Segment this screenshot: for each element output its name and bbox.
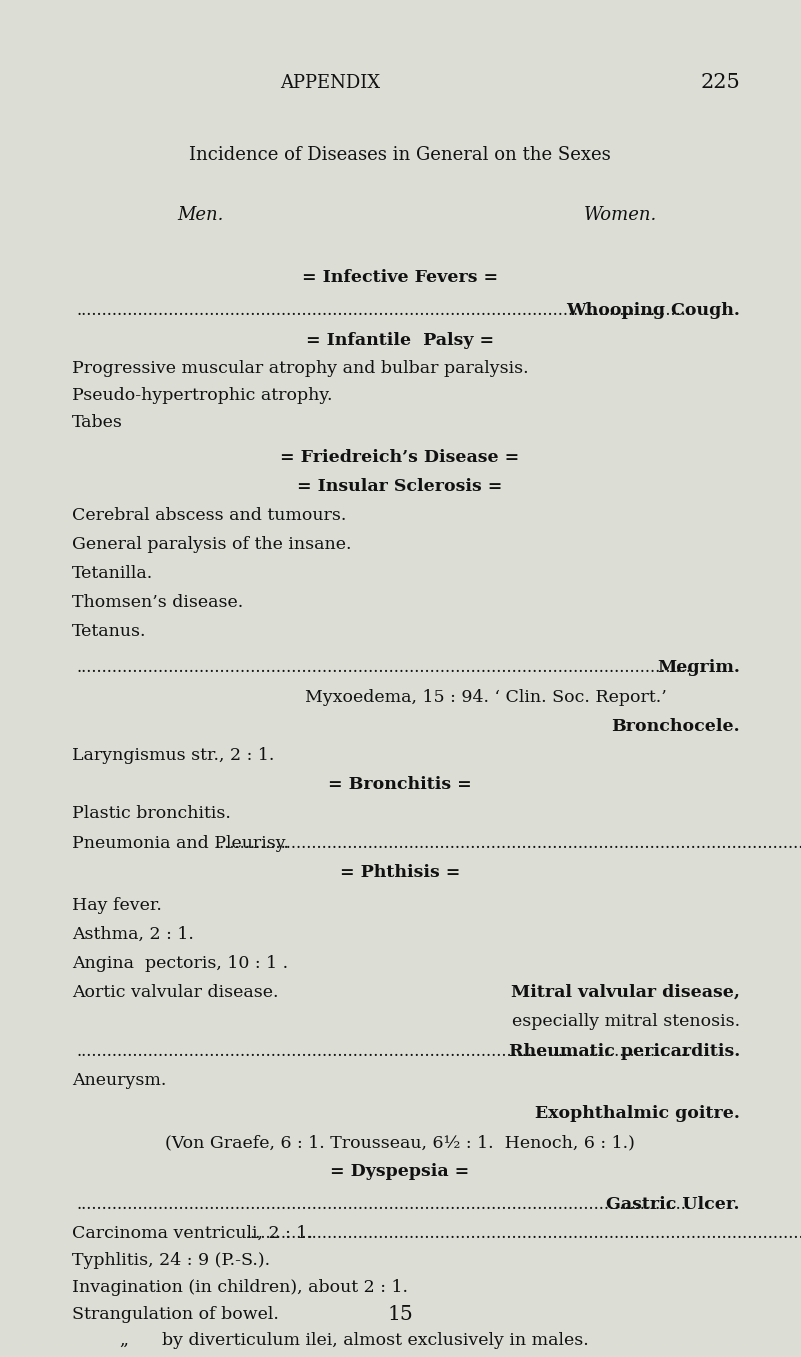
Text: ................................................................................: ........................................… (215, 835, 801, 852)
Text: „      by diverticulum ilei, almost exclusively in males.: „ by diverticulum ilei, almost exclusive… (120, 1333, 589, 1349)
Text: Men.: Men. (177, 206, 223, 224)
Text: Myxoedema, 15 : 94. ‘ Clin. Soc. Report.’: Myxoedema, 15 : 94. ‘ Clin. Soc. Report.… (305, 689, 666, 706)
Text: Laryngismus str., 2 : 1.: Laryngismus str., 2 : 1. (72, 746, 275, 764)
Text: Pseudo-hypertrophic atrophy.: Pseudo-hypertrophic atrophy. (72, 387, 332, 404)
Text: Aneurysm.: Aneurysm. (72, 1072, 167, 1090)
Text: Rheumatic pericarditis.: Rheumatic pericarditis. (509, 1044, 740, 1060)
Text: Tetanus.: Tetanus. (72, 623, 147, 641)
Text: Cerebral abscess and tumours.: Cerebral abscess and tumours. (72, 508, 346, 524)
Text: General paralysis of the insane.: General paralysis of the insane. (72, 536, 352, 554)
Text: = Dyspepsia =: = Dyspepsia = (330, 1163, 469, 1181)
Text: ................................................................................: ........................................… (77, 1044, 692, 1060)
Text: ................................................................................: ........................................… (77, 1196, 692, 1213)
Text: 15: 15 (387, 1305, 413, 1324)
Text: ................................................................................: ........................................… (77, 303, 692, 319)
Text: Women.: Women. (583, 206, 657, 224)
Text: Plastic bronchitis.: Plastic bronchitis. (72, 805, 231, 822)
Text: Invagination (in children), about 2 : 1.: Invagination (in children), about 2 : 1. (72, 1280, 408, 1296)
Text: Bronchocele.: Bronchocele. (611, 718, 740, 735)
Text: Mitral valvular disease,: Mitral valvular disease, (511, 984, 740, 1001)
Text: = Infective Fevers =: = Infective Fevers = (302, 269, 498, 286)
Text: especially mitral stenosis.: especially mitral stenosis. (512, 1012, 740, 1030)
Text: Gastric Ulcer.: Gastric Ulcer. (606, 1196, 740, 1213)
Text: Angina  pectoris, 10 : 1 .: Angina pectoris, 10 : 1 . (72, 955, 288, 972)
Text: ................................................................................: ........................................… (77, 660, 692, 676)
Text: Typhlitis, 24 : 9 (P.-S.).: Typhlitis, 24 : 9 (P.-S.). (72, 1253, 270, 1269)
Text: = Infantile  Palsy =: = Infantile Palsy = (306, 332, 494, 349)
Text: = Phthisis =: = Phthisis = (340, 864, 461, 881)
Text: Thomsen’s disease.: Thomsen’s disease. (72, 594, 244, 611)
Text: Progressive muscular atrophy and bulbar paralysis.: Progressive muscular atrophy and bulbar … (72, 360, 529, 377)
Text: APPENDIX: APPENDIX (280, 75, 380, 92)
Text: Megrim.: Megrim. (657, 660, 740, 676)
Text: Hay fever.: Hay fever. (72, 897, 162, 915)
Text: ................................................................................: ........................................… (246, 1225, 801, 1242)
Text: Asthma, 2 : 1.: Asthma, 2 : 1. (72, 925, 194, 943)
Text: 225: 225 (700, 73, 740, 92)
Text: Pneumonia and Pleurisy.: Pneumonia and Pleurisy. (72, 835, 289, 852)
Text: (Von Graefe, 6 : 1. Trousseau, 6½ : 1.  Henoch, 6 : 1.): (Von Graefe, 6 : 1. Trousseau, 6½ : 1. H… (165, 1134, 635, 1151)
Text: Strangulation of bowel.: Strangulation of bowel. (72, 1305, 279, 1323)
Text: Incidence of Diseases in General on the Sexes: Incidence of Diseases in General on the … (189, 147, 611, 164)
Text: Whooping Cough.: Whooping Cough. (566, 303, 740, 319)
Text: = Insular Sclerosis =: = Insular Sclerosis = (297, 478, 503, 495)
Text: Tabes: Tabes (72, 414, 123, 432)
Text: Aortic valvular disease.: Aortic valvular disease. (72, 984, 279, 1001)
Text: = Friedreich’s Disease =: = Friedreich’s Disease = (280, 449, 520, 465)
Text: = Bronchitis =: = Bronchitis = (328, 776, 472, 792)
Text: Tetanilla.: Tetanilla. (72, 565, 153, 582)
Text: Carcinoma ventriculi, 2 : 1.: Carcinoma ventriculi, 2 : 1. (72, 1225, 313, 1242)
Text: Exophthalmic goitre.: Exophthalmic goitre. (535, 1105, 740, 1122)
